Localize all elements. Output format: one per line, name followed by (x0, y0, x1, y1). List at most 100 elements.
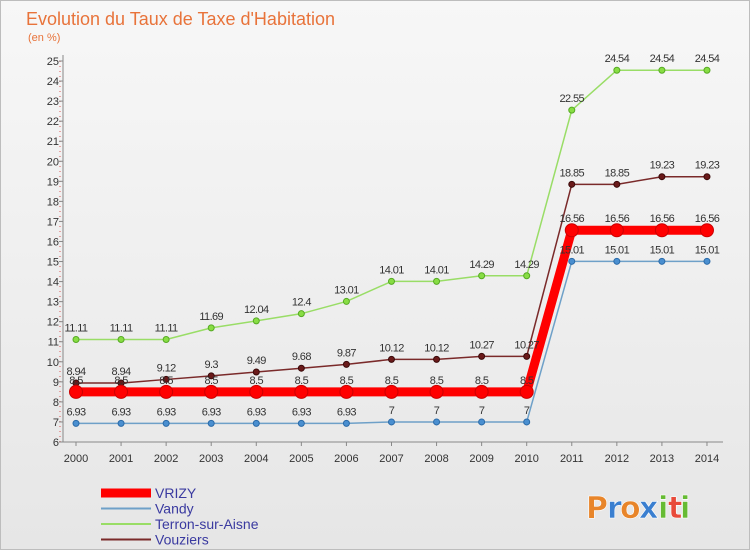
data-point-vouziers (478, 352, 486, 360)
data-label-terron-sur-aisne: 24.54 (695, 53, 720, 65)
data-point-vouziers (613, 180, 621, 188)
data-point-vrizy (114, 384, 129, 399)
data-label-vrizy: 16.56 (650, 213, 675, 225)
data-point-terron-sur-aisne (433, 277, 441, 285)
y-tick-label: 20 (47, 156, 59, 168)
data-label-vouziers: 8.94 (112, 366, 131, 378)
data-label-vandy: 6.93 (247, 406, 266, 418)
series-group (69, 66, 714, 427)
data-label-vouziers: 10.27 (514, 339, 539, 351)
data-point-terron-sur-aisne (703, 66, 711, 74)
data-labels: 8.5 8.5 8.5 8.5 8.5 8.5 8.5 8.5 8.5 8.5 8.5 16.56 16… (65, 53, 721, 418)
data-label-terron-sur-aisne: 11.11 (155, 323, 178, 335)
data-point-terron-sur-aisne (658, 66, 666, 74)
data-label-vandy: 6.93 (66, 406, 85, 418)
data-point-vouziers (433, 355, 441, 363)
legend-label: Terron-sur-Aisne (155, 516, 259, 532)
y-tick-label: 13 (47, 297, 59, 309)
data-point-terron-sur-aisne (478, 272, 486, 280)
data-point-vandy (387, 418, 395, 426)
data-point-vrizy (699, 223, 714, 238)
data-point-terron-sur-aisne (568, 106, 576, 114)
data-point-vandy (478, 418, 486, 426)
data-point-vandy (568, 257, 576, 265)
data-label-vouziers: 19.23 (695, 160, 720, 172)
y-tick-label: 16 (47, 236, 59, 248)
data-point-vrizy (429, 384, 444, 399)
data-label-vandy: 15.01 (695, 244, 720, 256)
data-label-vouziers: 9.87 (337, 347, 356, 359)
x-tick-label: 2006 (334, 453, 358, 465)
logo-letter: t (668, 491, 682, 526)
data-label-vouziers: 9.12 (157, 362, 176, 374)
data-label-vouziers: 10.27 (469, 339, 494, 351)
x-tick-label: 2010 (514, 453, 538, 465)
data-label-vouziers: 9.49 (247, 355, 266, 367)
data-label-vandy: 7 (524, 405, 530, 417)
data-point-vandy (658, 257, 666, 265)
data-label-vandy: 7 (434, 405, 440, 417)
data-point-vrizy (204, 384, 219, 399)
data-label-vouziers: 18.85 (560, 167, 585, 179)
x-tick-label: 2002 (154, 453, 178, 465)
data-label-vrizy: 8.5 (520, 375, 534, 387)
data-point-terron-sur-aisne (523, 272, 531, 280)
data-point-vandy (613, 257, 621, 265)
data-label-terron-sur-aisne: 11.11 (110, 323, 133, 335)
data-point-vandy (207, 419, 215, 427)
data-label-vandy: 6.93 (292, 406, 311, 418)
data-point-vrizy (564, 223, 579, 238)
data-label-vandy: 7 (479, 405, 485, 417)
y-tick-label: 9 (53, 377, 59, 389)
data-point-vandy (342, 419, 350, 427)
series-vouziers (72, 173, 711, 387)
data-label-terron-sur-aisne: 14.01 (424, 264, 449, 276)
data-label-vandy: 15.01 (650, 244, 675, 256)
data-label-terron-sur-aisne: 14.29 (514, 259, 539, 271)
data-point-vandy (117, 419, 125, 427)
data-point-vouziers (387, 355, 395, 363)
axes: 6 7 8 9 10 11 12 13 14 15 16 17 18 19 20 21 22 23 24 25 2000… (47, 55, 723, 465)
data-label-vrizy: 8.5 (475, 375, 489, 387)
logo-letter: x (639, 491, 658, 526)
data-point-vandy (252, 419, 260, 427)
data-label-terron-sur-aisne: 13.01 (334, 284, 359, 296)
data-label-vrizy: 8.5 (385, 375, 399, 387)
logo-letter: r (607, 491, 622, 526)
data-label-terron-sur-aisne: 11.69 (199, 311, 223, 323)
data-point-vandy (433, 418, 441, 426)
data-label-vouziers: 10.12 (424, 342, 449, 354)
data-point-vrizy (609, 223, 624, 238)
data-label-terron-sur-aisne: 24.54 (605, 53, 630, 65)
y-tick-label: 8 (53, 397, 59, 409)
x-tick-label: 2011 (560, 453, 584, 465)
data-label-vrizy: 8.5 (340, 375, 354, 387)
data-point-terron-sur-aisne (207, 324, 215, 332)
data-point-vrizy (69, 384, 83, 399)
data-point-terron-sur-aisne (72, 336, 80, 344)
data-label-vrizy: 16.56 (695, 213, 720, 225)
data-label-vrizy: 8.5 (204, 375, 218, 387)
chart-title: Evolution du Taux de Taxe d'Habitation (26, 9, 335, 29)
data-label-terron-sur-aisne: 12.04 (244, 304, 269, 316)
data-point-vandy (162, 419, 170, 427)
data-point-vrizy (519, 384, 534, 399)
data-label-vrizy: 8.5 (114, 375, 128, 387)
data-label-vrizy: 8.5 (250, 375, 264, 387)
data-point-vandy (703, 257, 711, 265)
y-tick-label: 6 (53, 437, 59, 449)
x-tick-label: 2013 (650, 453, 674, 465)
data-point-vandy (72, 419, 80, 427)
data-point-vouziers (568, 180, 576, 188)
x-tick-label: 2008 (424, 453, 448, 465)
data-label-vandy: 6.93 (337, 406, 356, 418)
data-point-vouziers (658, 173, 666, 181)
data-point-vouziers (523, 352, 531, 360)
x-tick-label: 2004 (244, 453, 268, 465)
data-point-vrizy (654, 223, 669, 238)
data-label-vandy: 15.01 (560, 244, 585, 256)
x-tick-label: 2001 (109, 453, 133, 465)
logo-letter: P (586, 491, 608, 526)
